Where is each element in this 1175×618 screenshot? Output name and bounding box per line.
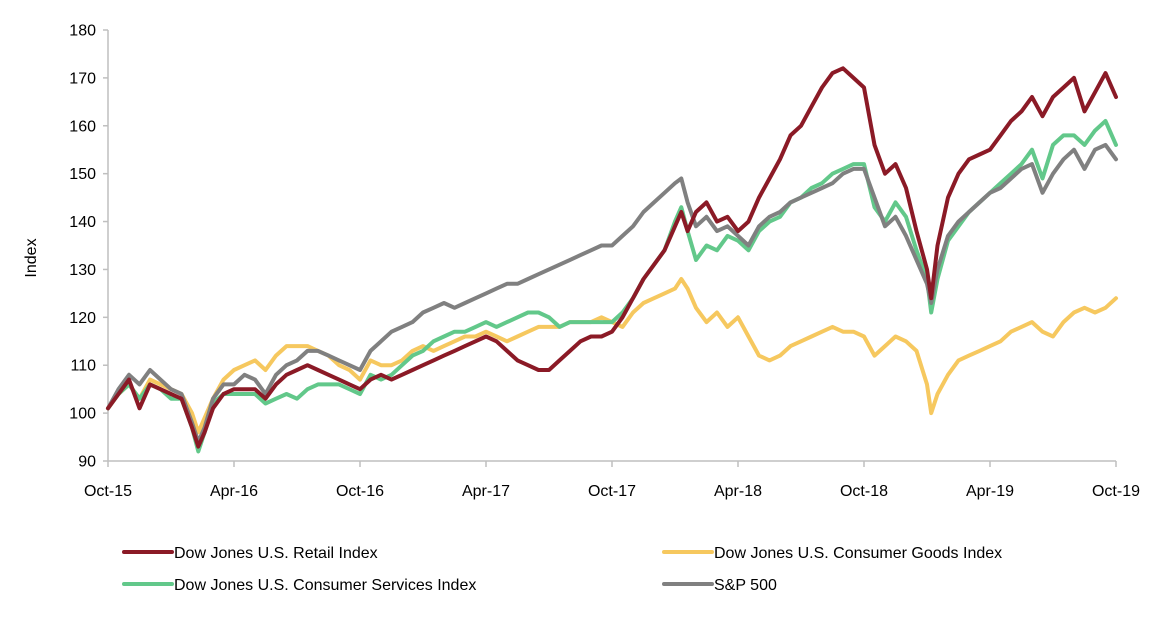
- y-tick-label: 130: [69, 262, 96, 279]
- x-tick-label: Oct-16: [336, 483, 384, 500]
- y-tick-label: 120: [69, 310, 96, 327]
- series-lines: [106, 66, 1118, 454]
- y-tick-labels: 90 100 110 120 130 140 150 160 170 180: [69, 23, 96, 471]
- x-tick-label: Oct-15: [84, 483, 132, 500]
- x-tick-label: Oct-17: [588, 483, 636, 500]
- y-tick-label: 170: [69, 70, 96, 87]
- y-tick-label: 110: [70, 358, 96, 375]
- legend-item: Dow Jones U.S. Consumer Services Index: [122, 577, 476, 594]
- y-tick-label: 90: [78, 454, 96, 471]
- y-tick-label: 150: [69, 166, 96, 183]
- x-tick-label: Apr-18: [714, 483, 762, 500]
- x-tick-labels: Oct-15 Apr-16 Oct-16 Apr-17 Oct-17 Apr-18 Oct-…: [84, 483, 1140, 500]
- y-axis-title: Index: [23, 238, 40, 277]
- axes: [103, 29, 1117, 467]
- legend-label: Dow Jones U.S. Consumer Services Index: [174, 577, 476, 594]
- legend-label: Dow Jones U.S. Retail Index: [174, 545, 378, 562]
- x-tick-label: Apr-16: [210, 483, 258, 500]
- series-line-dow-jones-u-s-consumer-goods-index: [106, 277, 1118, 435]
- legend: Dow Jones U.S. Retail Index Dow Jones U.S…: [122, 545, 1002, 594]
- y-tick-label: 180: [69, 23, 96, 40]
- x-tick-label: Oct-18: [840, 483, 888, 500]
- x-tick-label: Apr-17: [462, 483, 510, 500]
- y-tick-label: 140: [69, 214, 96, 231]
- legend-label: Dow Jones U.S. Consumer Goods Index: [714, 545, 1002, 562]
- legend-item: Dow Jones U.S. Retail Index: [122, 545, 378, 562]
- y-tick-label: 100: [69, 406, 96, 423]
- y-tick-label: 160: [69, 118, 96, 135]
- legend-item: Dow Jones U.S. Consumer Goods Index: [662, 545, 1002, 562]
- legend-label: S&P 500: [714, 577, 777, 594]
- x-tick-label: Apr-19: [966, 483, 1014, 500]
- series-line-s-p-500: [106, 142, 1118, 444]
- series-line-dow-jones-u-s-consumer-services-index: [106, 119, 1118, 454]
- x-tick-label: Oct-19: [1092, 483, 1140, 500]
- legend-item: S&P 500: [662, 577, 777, 594]
- series-line-dow-jones-u-s-retail-index: [106, 66, 1118, 449]
